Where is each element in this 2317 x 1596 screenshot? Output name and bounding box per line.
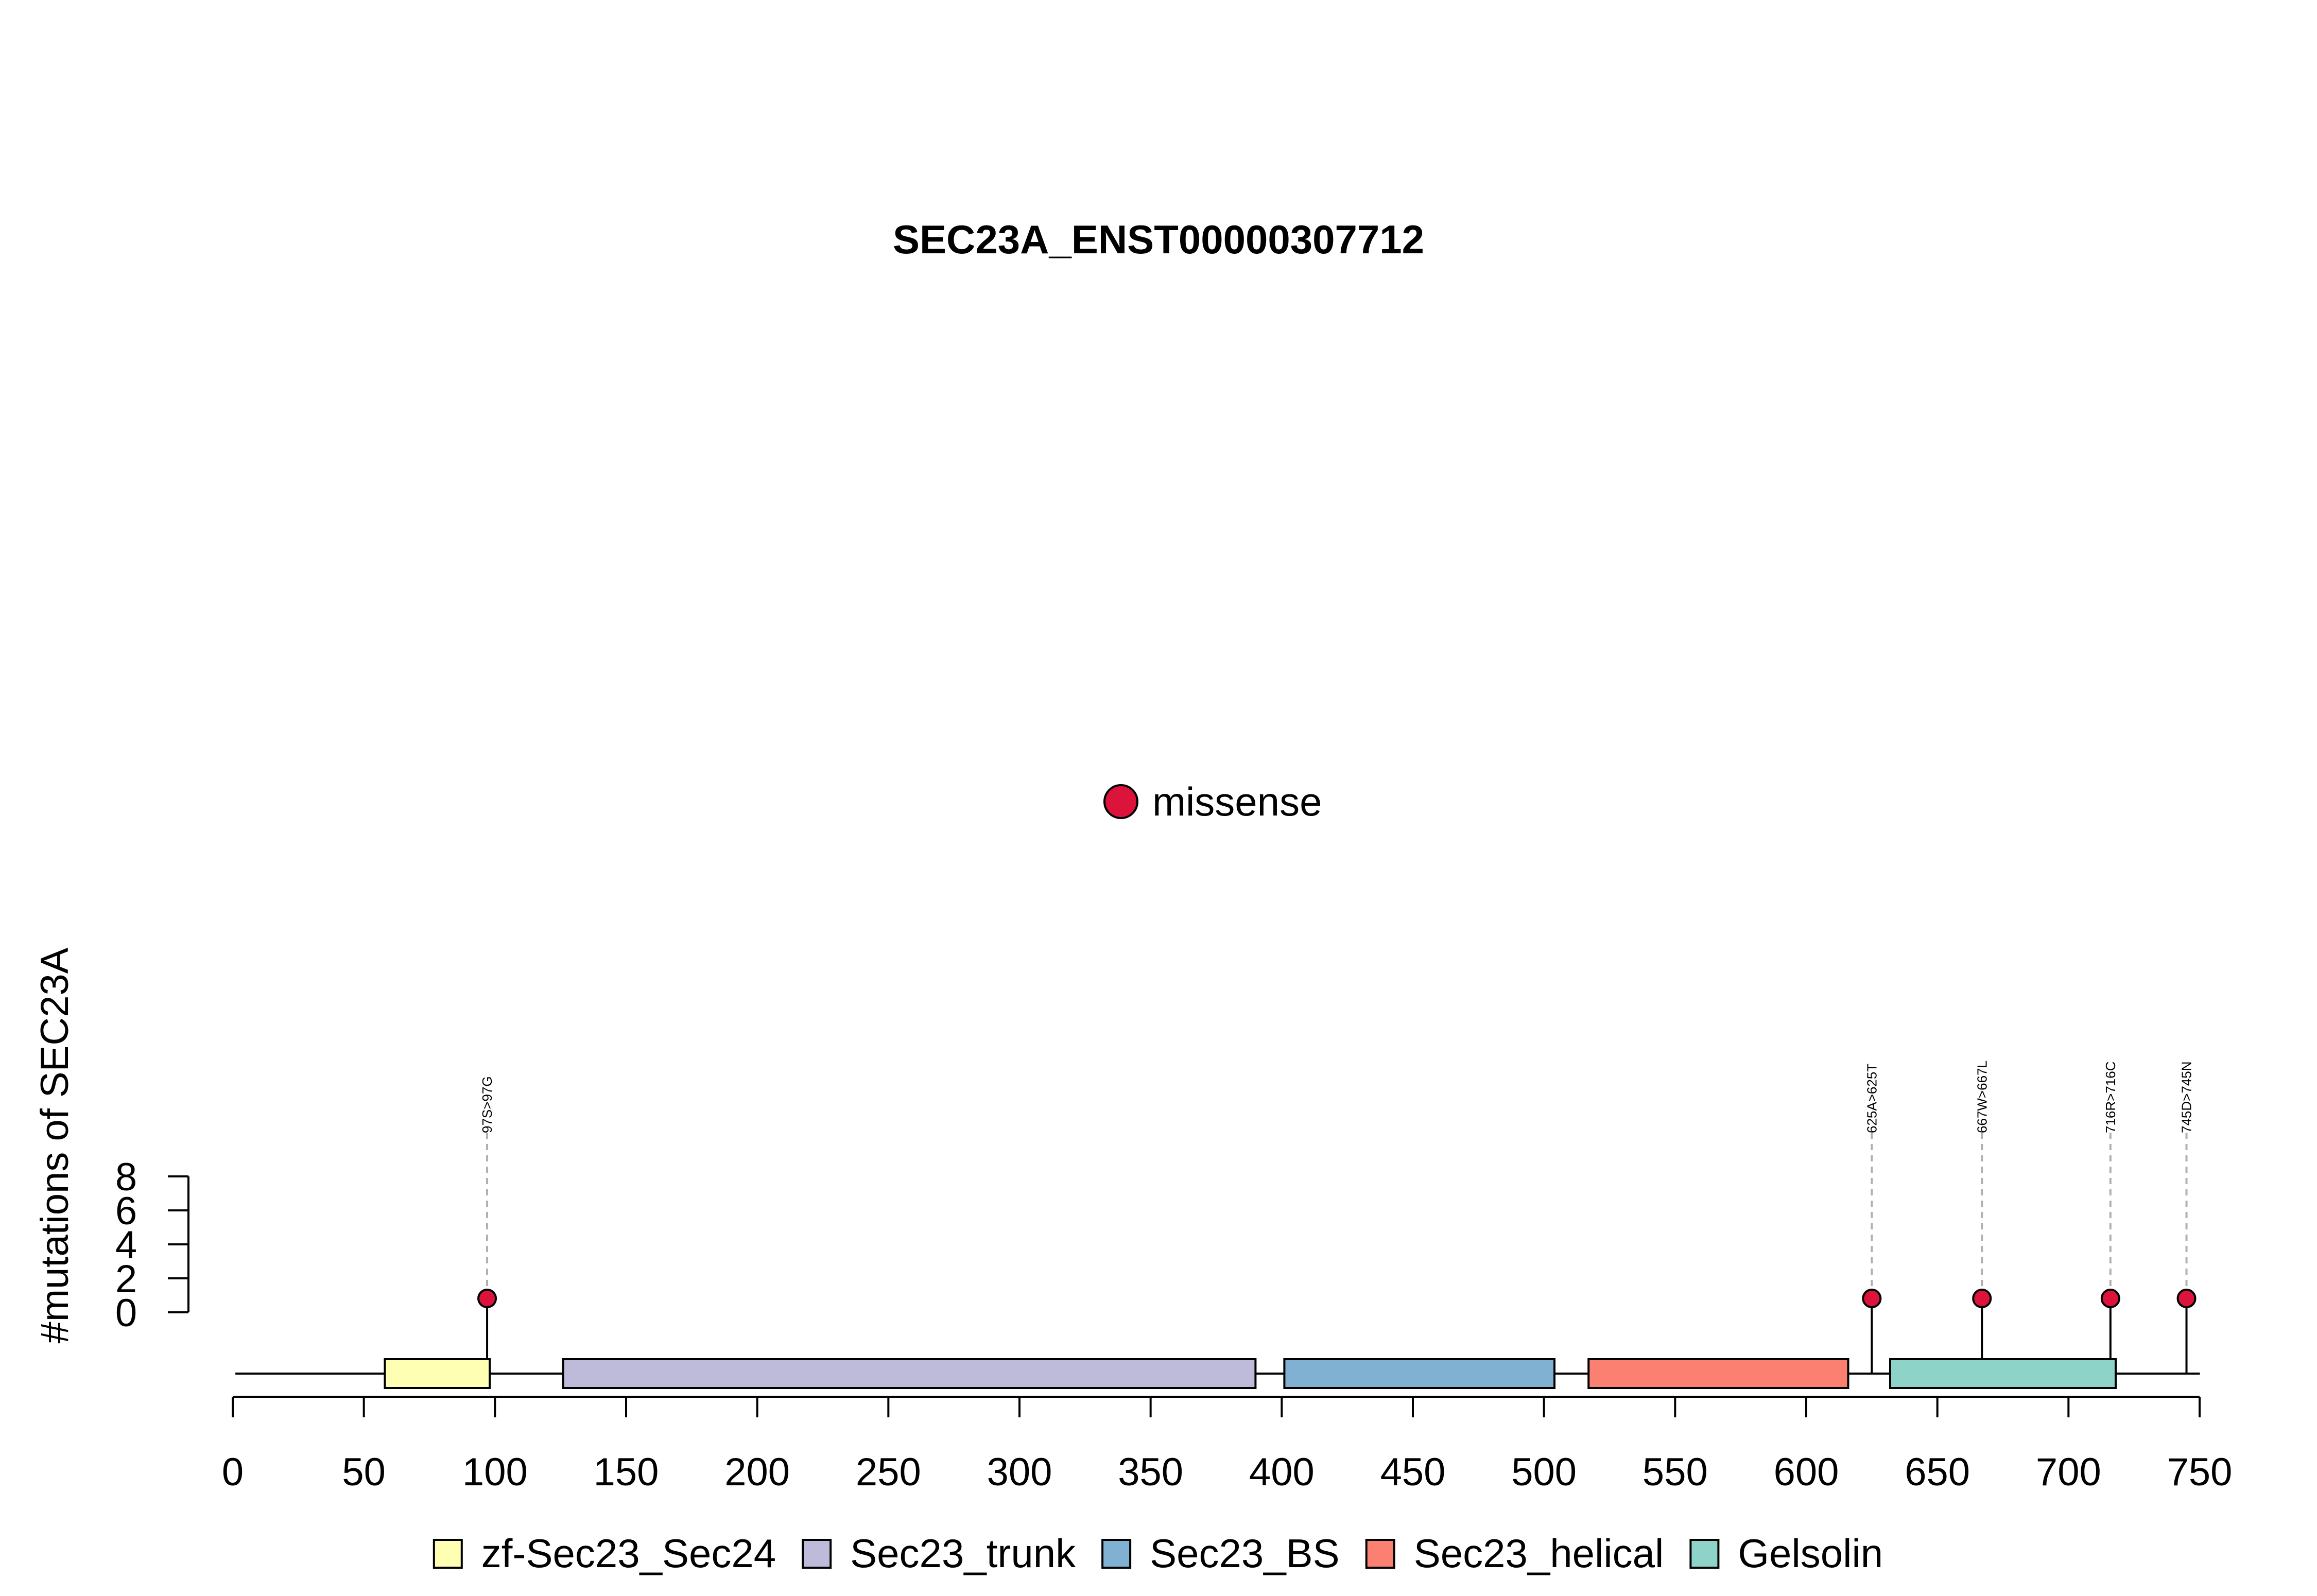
x-axis: 0 50 100 150 200 250 300 350 400 450 500 550 600 650 7… [222,1396,2233,1494]
y-axis-label: #mutations of SEC23A [33,947,77,1343]
mutation-marker-0 [477,1289,497,1308]
y-tick-label-4: 4 [115,1223,137,1267]
x-tick-label-750: 750 [2167,1450,2233,1494]
domain-legend-label-3: Sec23_helical [1414,1531,1664,1576]
x-tick-label-250: 250 [856,1450,921,1494]
x-tick-label-600: 600 [1774,1450,1839,1494]
mutation-label-0: 97S>97G [479,1076,495,1133]
domain-2 [1283,1358,1556,1389]
mutation-marker-3 [2100,1289,2120,1308]
x-tick-label-700: 700 [2036,1450,2101,1494]
mutation-markers [477,1289,2197,1308]
domain-1 [562,1358,1257,1389]
missense-legend-marker [1103,784,1138,819]
x-tick-label-450: 450 [1380,1450,1446,1494]
mutation-label-4: 745D>745N [2179,1062,2194,1134]
domain-3 [1587,1358,1849,1389]
x-tick-label-50: 50 [342,1450,386,1494]
mutation-marker-1 [1862,1289,1882,1308]
x-tick-label-350: 350 [1118,1450,1183,1494]
mutation-marker-2 [1972,1289,1992,1308]
domain-legend-label-1: Sec23_trunk [850,1531,1076,1576]
mutation-stems [486,1133,2188,1374]
x-tick-label-550: 550 [1642,1450,1708,1494]
mutation-label-3: 716R>716C [2103,1062,2118,1134]
domain-4 [1889,1358,2117,1389]
domain-legend-swatch-3 [1365,1539,1395,1569]
x-tick-label-100: 100 [462,1450,528,1494]
mutation-label-2: 667W>667L [1974,1061,1990,1133]
x-tick-label-500: 500 [1511,1450,1577,1494]
domain-legend-swatch-1 [802,1539,832,1569]
x-tick-label-150: 150 [594,1450,659,1494]
y-tick-label-6: 6 [115,1189,137,1233]
y-tick-label-8: 8 [115,1155,137,1199]
domain-legend: zf-Sec23_Sec24 Sec23_trunk Sec23_BS Sec23_h… [433,1531,1883,1576]
y-tick-label-2: 2 [115,1257,137,1301]
x-tick-label-200: 200 [724,1450,790,1494]
missense-legend-label: missense [1152,779,1322,824]
chart-title: SEC23A_ENST00000307712 [893,217,1424,262]
y-tick-label-0: 0 [115,1291,137,1335]
mutation-marker-4 [2176,1289,2197,1308]
domain-legend-label-2: Sec23_BS [1150,1531,1340,1576]
x-tick-label-300: 300 [987,1450,1052,1494]
x-tick-label-400: 400 [1249,1450,1315,1494]
domain-legend-label-4: Gelsolin [1738,1531,1883,1576]
domain-0 [384,1358,491,1389]
x-tick-label-650: 650 [1905,1450,1970,1494]
mutation-label-1: 625A>625T [1864,1064,1879,1133]
x-tick-label-0: 0 [222,1450,244,1494]
domain-legend-swatch-4 [1689,1539,1720,1569]
mutation-type-legend: missense [1103,779,1322,824]
domain-legend-swatch-2 [1101,1539,1132,1569]
mutation-labels: 97S>97G 625A>625T 667W>667L 716R>716C 745D>7… [479,1061,2194,1133]
domain-legend-label-0: zf-Sec23_Sec24 [481,1531,776,1576]
domain-legend-swatch-0 [433,1539,463,1569]
protein-domains [384,1358,2117,1389]
